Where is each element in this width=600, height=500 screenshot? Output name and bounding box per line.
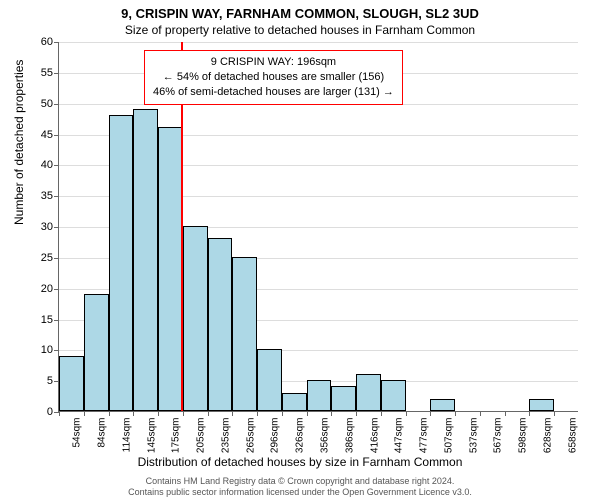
chart-title-main: 9, CRISPIN WAY, FARNHAM COMMON, SLOUGH, … — [0, 0, 600, 21]
y-tick-mark — [54, 104, 59, 105]
x-tick-label: 416sqm — [367, 418, 380, 454]
x-tick-label: 84sqm — [95, 418, 108, 448]
histogram-bar — [59, 356, 84, 412]
histogram-bar — [133, 109, 158, 411]
y-tick-mark — [54, 73, 59, 74]
y-tick-mark — [54, 165, 59, 166]
histogram-bar — [158, 127, 183, 411]
footer-attribution: Contains HM Land Registry data © Crown c… — [6, 476, 594, 498]
x-tick-mark — [109, 411, 110, 416]
y-tick-mark — [54, 135, 59, 136]
histogram-bar — [430, 399, 455, 411]
x-tick-mark — [307, 411, 308, 416]
y-tick-mark — [54, 320, 59, 321]
x-tick-mark — [505, 411, 506, 416]
histogram-bar — [356, 374, 381, 411]
x-tick-label: 477sqm — [417, 418, 430, 454]
histogram-bar — [331, 386, 356, 411]
histogram-bar — [232, 257, 257, 411]
x-tick-label: 567sqm — [491, 418, 504, 454]
x-tick-mark — [282, 411, 283, 416]
y-axis-label: Number of detached properties — [12, 60, 26, 225]
x-tick-mark — [183, 411, 184, 416]
callout-line: 9 CRISPIN WAY: 196sqm — [153, 55, 394, 70]
y-tick-mark — [54, 196, 59, 197]
x-tick-label: 447sqm — [392, 418, 405, 454]
x-tick-mark — [381, 411, 382, 416]
footer-line-1: Contains HM Land Registry data © Crown c… — [6, 476, 594, 487]
y-tick-mark — [54, 227, 59, 228]
x-tick-label: 356sqm — [318, 418, 331, 454]
y-tick-mark — [54, 350, 59, 351]
x-tick-mark — [529, 411, 530, 416]
histogram-bar — [282, 393, 307, 412]
chart-area: 05101520253035404550556054sqm84sqm114sqm… — [58, 42, 578, 412]
x-tick-mark — [158, 411, 159, 416]
callout-line: 46% of semi-detached houses are larger (… — [153, 85, 394, 100]
x-tick-mark — [356, 411, 357, 416]
chart-title-sub: Size of property relative to detached ho… — [0, 21, 600, 37]
x-tick-mark — [554, 411, 555, 416]
x-tick-mark — [455, 411, 456, 416]
histogram-bar — [381, 380, 406, 411]
grid-line — [59, 42, 578, 43]
x-axis-label: Distribution of detached houses by size … — [0, 455, 600, 469]
x-tick-label: 386sqm — [342, 418, 355, 454]
x-tick-label: 265sqm — [243, 418, 256, 454]
y-tick-mark — [54, 289, 59, 290]
x-tick-label: 598sqm — [516, 418, 529, 454]
histogram-bar — [109, 115, 134, 411]
x-tick-label: 507sqm — [441, 418, 454, 454]
x-tick-mark — [84, 411, 85, 416]
histogram-bar — [307, 380, 332, 411]
y-tick-mark — [54, 42, 59, 43]
x-tick-mark — [208, 411, 209, 416]
x-tick-label: 114sqm — [119, 418, 132, 453]
x-tick-label: 537sqm — [466, 418, 479, 454]
y-tick-mark — [54, 258, 59, 259]
histogram-bar — [257, 349, 282, 411]
footer-line-2: Contains public sector information licen… — [6, 487, 594, 498]
x-tick-label: 296sqm — [268, 418, 281, 454]
x-tick-mark — [232, 411, 233, 416]
histogram-bar — [208, 238, 233, 411]
histogram-bar — [183, 226, 208, 411]
callout-line: ← 54% of detached houses are smaller (15… — [153, 70, 394, 85]
callout-box: 9 CRISPIN WAY: 196sqm← 54% of detached h… — [144, 50, 403, 105]
x-tick-mark — [406, 411, 407, 416]
x-tick-label: 326sqm — [293, 418, 306, 454]
histogram-bar — [84, 294, 109, 411]
x-tick-label: 658sqm — [565, 418, 578, 454]
x-tick-mark — [331, 411, 332, 416]
x-tick-label: 628sqm — [540, 418, 553, 454]
x-tick-mark — [133, 411, 134, 416]
x-tick-mark — [430, 411, 431, 416]
x-tick-mark — [480, 411, 481, 416]
x-tick-label: 205sqm — [194, 418, 207, 454]
x-tick-mark — [59, 411, 60, 416]
plot-area: 05101520253035404550556054sqm84sqm114sqm… — [58, 42, 578, 412]
x-tick-label: 235sqm — [218, 418, 231, 454]
histogram-bar — [529, 399, 554, 411]
x-tick-label: 145sqm — [144, 418, 157, 454]
x-tick-mark — [257, 411, 258, 416]
x-tick-label: 175sqm — [169, 418, 182, 454]
x-tick-label: 54sqm — [70, 418, 83, 448]
